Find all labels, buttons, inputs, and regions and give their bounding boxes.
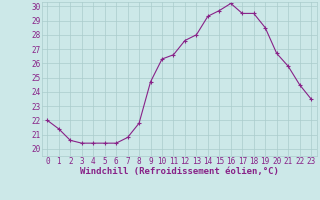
X-axis label: Windchill (Refroidissement éolien,°C): Windchill (Refroidissement éolien,°C) [80, 167, 279, 176]
